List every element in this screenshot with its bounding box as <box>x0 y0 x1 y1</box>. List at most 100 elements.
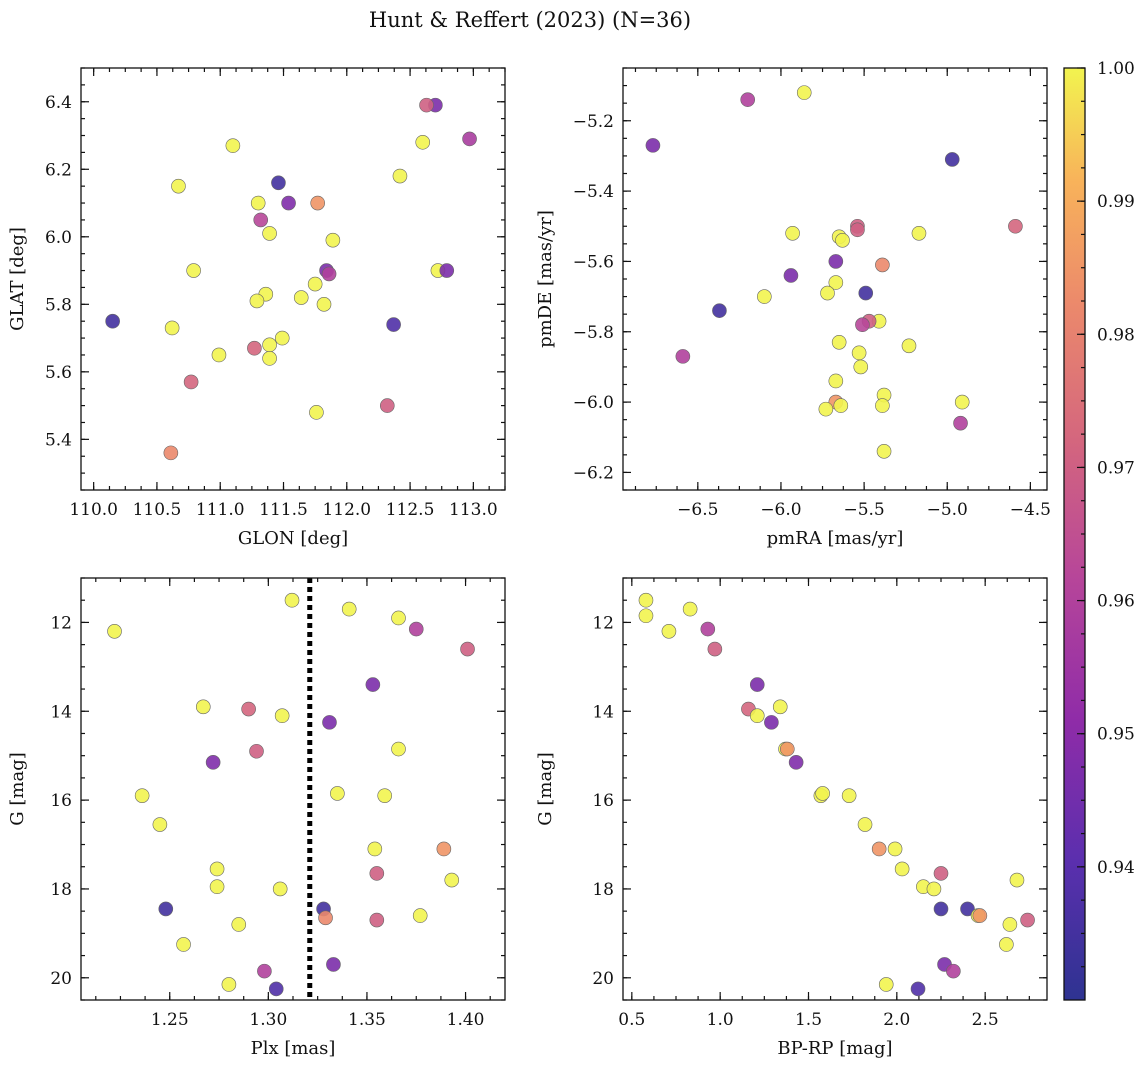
scatter-point <box>310 195 325 211</box>
scatter-point <box>221 977 237 992</box>
scatter-point <box>250 195 266 211</box>
y-tick-label: −6.0 <box>573 393 614 413</box>
y-tick-label: 5.8 <box>45 295 72 315</box>
scatter-point <box>853 359 869 375</box>
x-tick-label: 111.5 <box>259 500 308 520</box>
axes-frame <box>80 67 506 491</box>
scatter-point <box>901 338 917 354</box>
scatter-point <box>163 445 179 461</box>
x-tick-label: −4.5 <box>1010 500 1051 520</box>
y-tick-label: 12 <box>50 613 72 633</box>
scatter-point <box>183 374 199 390</box>
x-tick-label: 2.0 <box>883 1010 910 1030</box>
x-tick-label: −5.5 <box>843 500 884 520</box>
y-tick-label: −5.4 <box>573 182 614 202</box>
colorbar-gradient <box>1064 68 1085 1000</box>
scatter-point <box>749 708 765 724</box>
scatter-point <box>391 610 406 626</box>
scatter-point <box>818 401 834 417</box>
x-tick-label: 112.0 <box>322 500 371 520</box>
scatter-point <box>645 138 661 153</box>
scatter-point <box>875 257 890 273</box>
scatter-point <box>911 225 927 241</box>
scatter-point <box>231 917 247 932</box>
x-tick-label: 2.5 <box>972 1010 999 1030</box>
scatter-point <box>253 212 269 228</box>
scatter-point <box>262 351 277 366</box>
scatter-point <box>316 297 332 312</box>
scatter-point <box>875 398 890 413</box>
scatter-point <box>271 175 286 191</box>
scatter-point <box>186 263 201 278</box>
x-tick-label: 110.5 <box>133 500 182 520</box>
scatter-point <box>195 699 211 715</box>
scatter-point <box>954 394 970 410</box>
scatter-point <box>828 373 844 389</box>
scatter-point <box>268 981 284 997</box>
x-axis-label: BP-RP [mag] <box>777 1038 892 1059</box>
scatter-point <box>412 908 428 923</box>
y-tick-label: 20 <box>592 969 614 989</box>
scatter-point <box>386 317 401 332</box>
colorbar-tick-label: 0.97 <box>1097 458 1135 478</box>
scatter-point <box>833 398 849 413</box>
scatter-point <box>820 285 835 301</box>
scatter-point <box>330 786 345 801</box>
panel-parallax-magnitude: 1.25 1.30 1.35 1.40 12 14 16 18 20 Plx [mas] G [ma… <box>7 577 506 1059</box>
scatter-point <box>444 872 460 888</box>
y-tick-label: −5.2 <box>573 112 614 132</box>
figure-title: Hunt & Reffert (2023) (N=36) <box>369 8 691 32</box>
scatter-point <box>309 405 324 420</box>
scatter-point <box>247 340 262 356</box>
scatter-point <box>209 861 225 877</box>
x-tick-label: 1.35 <box>348 1010 386 1030</box>
scatter-point <box>341 601 357 617</box>
x-axis-label: GLON [deg] <box>238 528 348 549</box>
scatter-point <box>262 226 277 241</box>
scatter-point <box>439 263 455 278</box>
y-tick-label: 6.4 <box>45 93 72 113</box>
x-axis-label: Plx [mas] <box>251 1038 336 1059</box>
scatter-point <box>712 303 727 318</box>
scatter-point <box>779 741 795 757</box>
scatter-point <box>858 285 874 301</box>
scatter-point <box>369 866 385 881</box>
y-tick-label: 6.2 <box>45 160 72 180</box>
y-axis-label: G [mag] <box>7 752 28 825</box>
y-tick-label: 18 <box>50 880 72 900</box>
scatter-point <box>209 879 225 895</box>
scatter-point <box>960 901 975 917</box>
scatter-point <box>796 85 812 100</box>
scatter-point <box>325 232 341 248</box>
scatter-point <box>944 152 960 167</box>
colorbar: 0.94 0.95 0.96 0.97 0.98 0.99 1.00 <box>1063 59 1135 1001</box>
scatter-point <box>365 677 381 692</box>
scatter-point <box>857 817 873 832</box>
scatter-point <box>176 937 191 952</box>
scatter-point <box>638 608 654 624</box>
scatter-point <box>876 444 892 459</box>
y-axis-label: G [mag] <box>535 752 556 825</box>
scatter-point <box>785 225 800 241</box>
x-tick-label: −6.5 <box>677 500 718 520</box>
scatter-point <box>379 398 395 413</box>
y-tick-label: 5.6 <box>45 363 72 383</box>
y-tick-label: 5.4 <box>45 430 72 450</box>
y-tick-label: −5.6 <box>573 252 614 272</box>
scatter-point <box>638 592 654 608</box>
axes-frame <box>622 577 1048 1001</box>
scatter-point <box>772 699 788 715</box>
y-tick-label: 20 <box>50 969 72 989</box>
scatter-point <box>436 841 452 857</box>
scatter-point <box>284 592 300 608</box>
scatter-point <box>783 268 799 283</box>
scatter-point <box>377 788 393 803</box>
scatter-point <box>134 788 150 803</box>
scatter-point <box>700 621 716 637</box>
scatter-point <box>749 677 765 692</box>
y-tick-label: 14 <box>50 702 72 722</box>
scatter-point <box>107 624 122 639</box>
x-tick-label: 0.5 <box>618 1010 645 1030</box>
scatter-point <box>1008 218 1023 234</box>
scatter-point <box>828 275 844 290</box>
